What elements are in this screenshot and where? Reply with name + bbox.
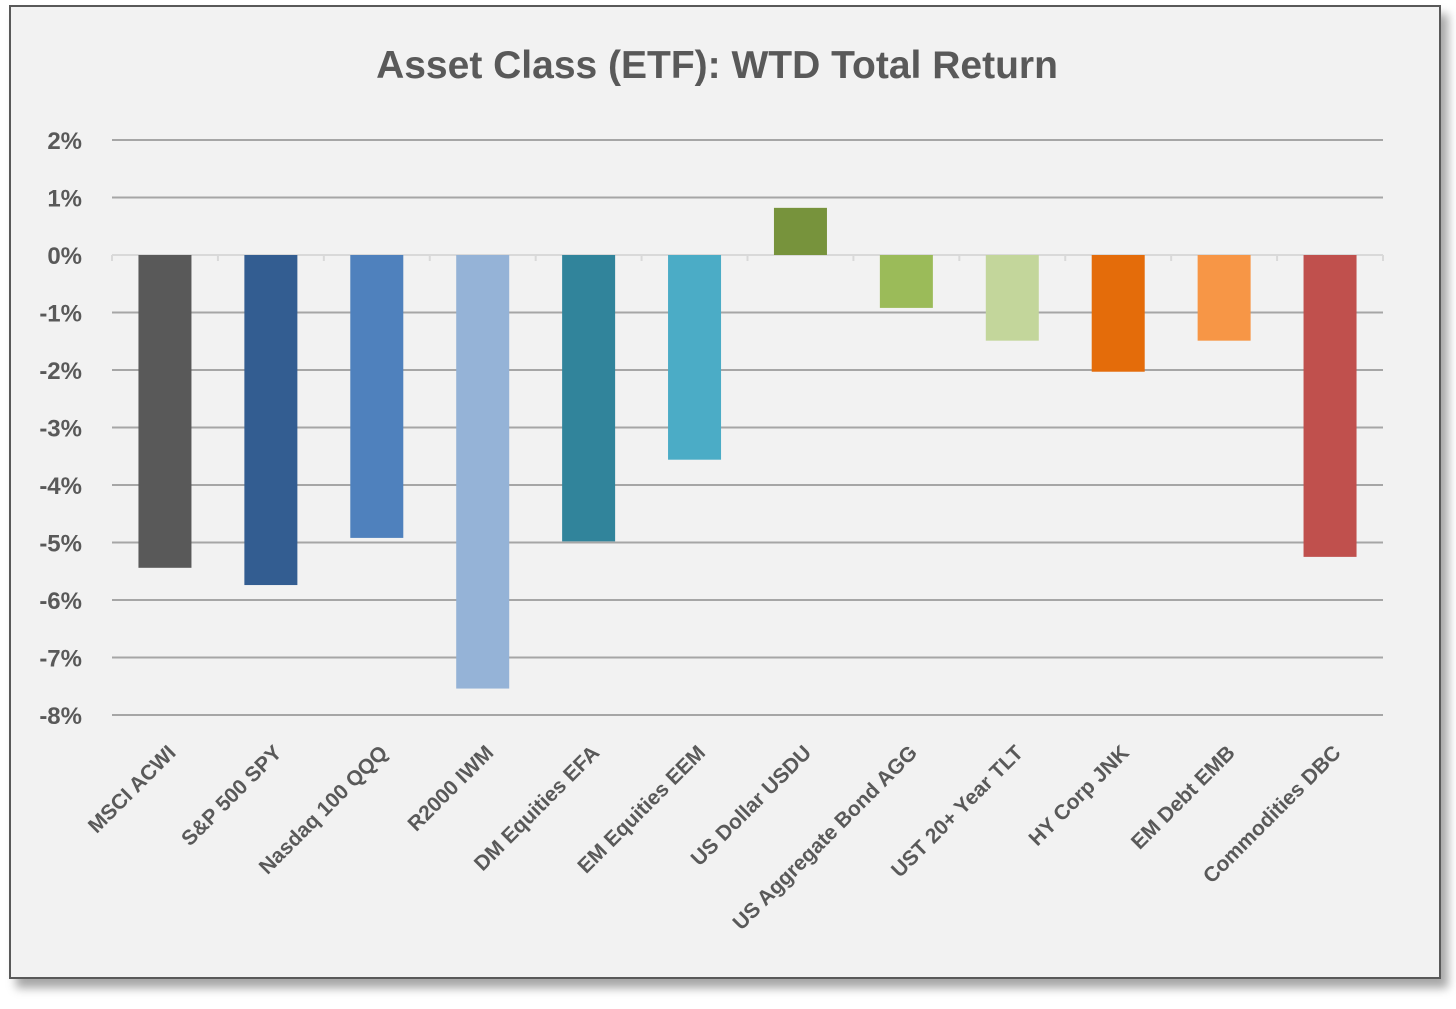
grid-lines <box>111 139 1384 716</box>
y-tick-label: -4% <box>39 473 82 500</box>
y-axis: 2% 1% 0% -1% -2% -3% -4% -5% -6% -7% -8% <box>39 128 82 730</box>
bar <box>562 255 616 542</box>
bar <box>985 255 1039 341</box>
y-tick-label: -8% <box>39 703 82 730</box>
y-tick-label: -7% <box>39 646 82 673</box>
x-tick-label: S&P 500 SPY <box>177 741 286 850</box>
y-tick-label: -2% <box>39 358 82 385</box>
bar <box>1091 255 1145 372</box>
chart-title: Asset Class (ETF): WTD Total Return <box>376 44 1058 87</box>
x-tick-label: US Aggregate Bond AGG <box>729 741 922 934</box>
x-tick-label: R2000 IWM <box>404 741 499 836</box>
bar <box>244 255 298 586</box>
x-tick-label: MSCI ACWI <box>84 741 181 838</box>
bar <box>668 255 722 460</box>
bar <box>1303 255 1357 557</box>
x-tick-label: EM Debt EMB <box>1127 741 1240 854</box>
y-tick-label: -5% <box>39 531 82 558</box>
bar <box>350 255 404 538</box>
bar <box>773 207 827 255</box>
x-tick-label: HY Corp JNK <box>1025 741 1134 850</box>
y-tick-label: 2% <box>47 128 82 155</box>
bar <box>456 255 510 689</box>
bar <box>138 255 192 568</box>
y-tick-label: 0% <box>47 243 82 270</box>
y-tick-label: -1% <box>39 301 82 328</box>
y-tick-label: 1% <box>47 186 82 213</box>
bars <box>138 207 1357 689</box>
bar <box>1197 255 1251 341</box>
bar <box>879 255 933 308</box>
y-tick-label: -6% <box>39 588 82 615</box>
y-tick-label: -3% <box>39 416 82 443</box>
